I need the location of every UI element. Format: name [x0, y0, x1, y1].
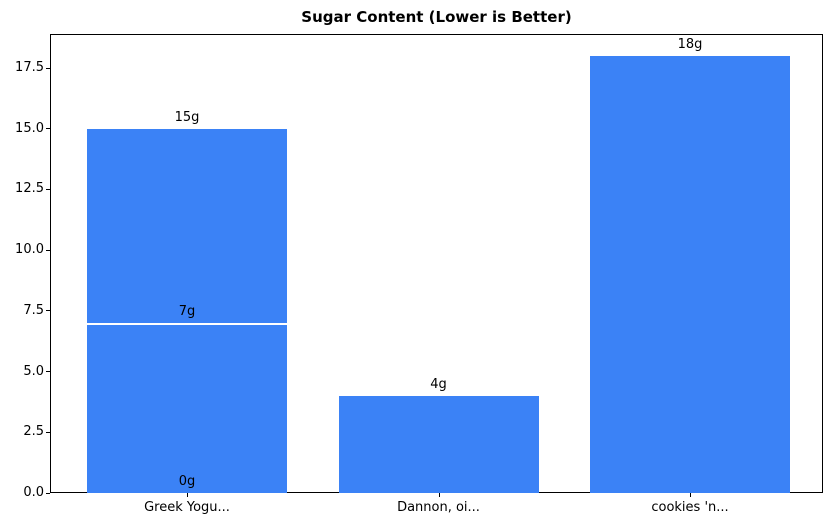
chart-title: Sugar Content (Lower is Better) — [301, 8, 572, 26]
y-tick-label: 2.5 — [23, 424, 44, 440]
x-tick-label: cookies 'n... — [651, 500, 729, 515]
y-tick-label: 17.5 — [15, 60, 44, 75]
y-tick-label: 5.0 — [23, 363, 44, 379]
x-tick-mark — [438, 493, 440, 497]
y-tick-label: 0.0 — [23, 485, 44, 500]
y-tick-mark — [46, 492, 50, 494]
bar-value-label: 0g — [178, 474, 196, 489]
y-tick-mark — [46, 249, 50, 251]
y-tick-mark — [46, 371, 50, 373]
x-tick-mark — [690, 493, 691, 497]
bar-value-label: 15g — [174, 109, 200, 125]
bar-4g — [338, 395, 539, 493]
y-tick-label: 12.5 — [15, 181, 44, 197]
bar-18g — [590, 55, 790, 493]
bar-7g — [87, 323, 287, 493]
bar-value-label: 18g — [677, 36, 703, 52]
y-tick-mark — [46, 67, 50, 69]
y-tick-label: 10.0 — [15, 242, 44, 258]
x-tick-label: Greek Yogu... — [144, 500, 230, 515]
bar-value-label: 7g — [178, 304, 196, 319]
bar-value-label: 4g — [430, 376, 447, 392]
x-tick-label: Dannon, oi... — [397, 500, 480, 515]
y-tick-mark — [46, 431, 50, 433]
y-tick-mark — [46, 188, 50, 190]
y-tick-label: 7.5 — [23, 302, 44, 318]
y-tick-label: 15.0 — [15, 120, 44, 136]
x-tick-mark — [187, 493, 188, 497]
y-tick-mark — [46, 310, 50, 312]
y-tick-mark — [46, 128, 50, 130]
